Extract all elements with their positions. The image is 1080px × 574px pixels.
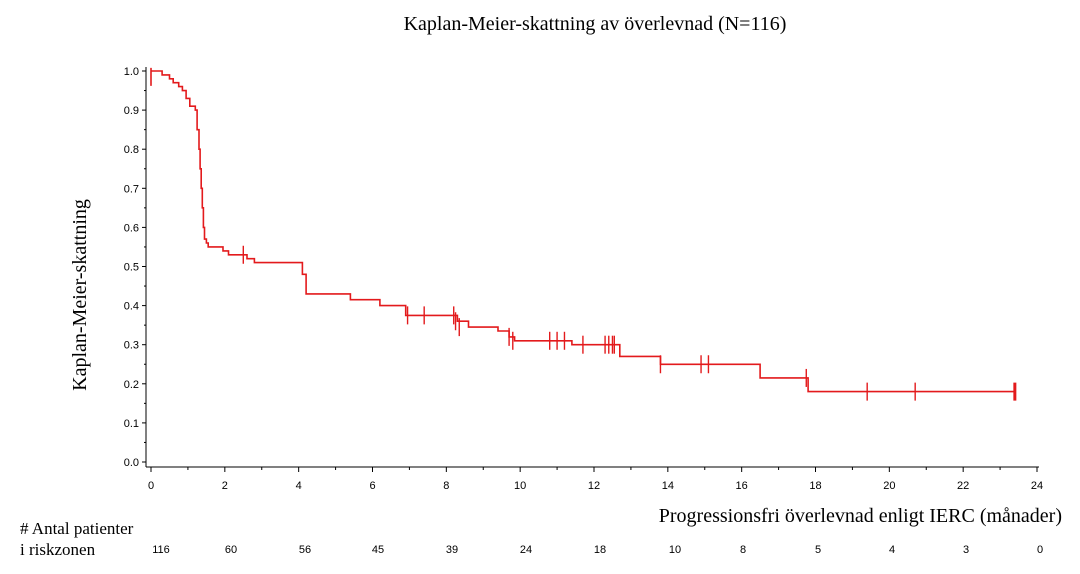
x-tick-label: 22 [957,480,969,492]
x-tick-label: 8 [443,480,449,492]
y-tick-label: 0.1 [124,418,139,430]
y-tick-label: 0.3 [124,340,139,352]
risk-count: 8 [740,544,746,556]
risk-count: 10 [669,544,681,556]
y-tick-label: 0.4 [124,301,139,313]
axes: 0.00.10.20.30.40.50.60.70.80.91.00 2 4 6 8 10… [124,66,1043,492]
risk-table-title-line1: # Antal patienter [20,519,134,538]
x-tick-label: 24 [1031,480,1043,492]
risk-count: 4 [889,544,895,556]
risk-count: 3 [963,544,969,556]
y-tick-label: 0.7 [124,183,139,195]
risk-count: 116 [152,544,170,556]
km-series [150,67,1017,401]
x-tick-label: 18 [809,480,821,492]
x-tick-label: 12 [588,480,600,492]
risk-count: 24 [520,544,532,556]
risk-count: 0 [1037,544,1043,556]
risk-count: 56 [299,544,311,556]
risk-table: 116 60 56 45 39 24 18 10 8 5 4 3 0 [152,544,1043,556]
x-tick-label: 6 [369,480,375,492]
risk-count: 60 [225,544,237,556]
y-tick-label: 1.0 [124,66,139,78]
y-tick-label: 0.2 [124,379,139,391]
risk-count: 18 [594,544,606,556]
x-tick-label: 14 [662,480,674,492]
x-tick-label: 0 [148,480,154,492]
x-tick-label: 4 [296,480,302,492]
risk-count: 5 [815,544,821,556]
x-tick-label: 16 [736,480,748,492]
x-tick-label: 20 [883,480,895,492]
y-tick-label: 0.6 [124,222,139,234]
x-axis-title: Progressionsfri överlevnad enligt IERC (… [659,505,1062,527]
risk-table-title-line2: i riskzonen [20,540,96,559]
x-tick-label: 10 [514,480,526,492]
x-tick-label: 2 [222,480,228,492]
risk-count: 45 [372,544,384,556]
y-tick-label: 0.9 [124,105,139,117]
chart-title: Kaplan-Meier-skattning av överlevnad (N=… [404,13,787,35]
y-axis-title: Kaplan-Meier-skattning [69,199,91,391]
y-tick-label: 0.5 [124,262,139,274]
km-step-line [151,70,1015,393]
y-tick-label: 0.8 [124,144,139,156]
risk-count: 39 [446,544,458,556]
y-tick-label: 0.0 [124,457,139,469]
